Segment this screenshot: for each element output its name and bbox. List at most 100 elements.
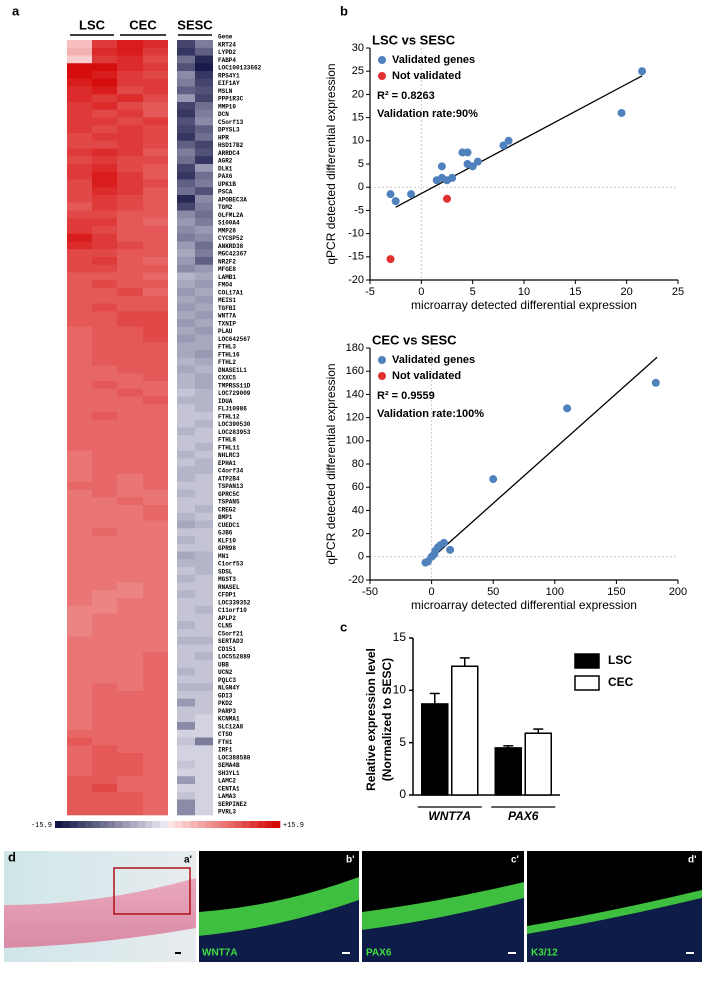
heatmap-cell — [143, 590, 168, 599]
gene-label: ANKRD38 — [218, 243, 244, 250]
heatmap-cell — [92, 582, 117, 591]
colorbar-step — [115, 821, 123, 828]
heatmap-cell — [177, 164, 195, 173]
x-tick-label: PAX6 — [508, 809, 539, 823]
gene-label: C5orf21 — [218, 630, 244, 637]
colorbar-step — [190, 821, 198, 828]
gene-label: PKD2 — [218, 700, 233, 707]
heatmap-cell — [195, 156, 213, 165]
heatmap-cell — [117, 233, 143, 242]
heatmap-cell — [143, 404, 168, 413]
heatmap-cell — [143, 396, 168, 405]
heatmap-cell — [177, 55, 195, 64]
heatmap-cell — [67, 272, 92, 281]
heatmap-cell — [92, 326, 117, 335]
heatmap-cell — [117, 760, 143, 769]
gene-label: PARP3 — [218, 708, 236, 715]
gene-label: SH3YL1 — [218, 770, 240, 777]
heatmap-cell — [117, 582, 143, 591]
heatmap-cell — [195, 187, 213, 196]
heatmap-cell — [143, 334, 168, 343]
colorbar-step — [92, 821, 101, 828]
heatmap-cell — [117, 458, 143, 467]
x-tick-label: 15 — [569, 286, 581, 298]
heatmap-cell — [92, 117, 117, 126]
heatmap-cell — [143, 443, 168, 452]
heatmap-cell — [117, 768, 143, 777]
heatmap-cell — [117, 326, 143, 335]
heatmap-cell — [177, 257, 195, 266]
heatmap-cell — [143, 675, 168, 684]
colorbar-step — [145, 821, 153, 828]
heatmap-cell — [92, 567, 117, 576]
colorbar-step — [250, 821, 258, 828]
heatmap-cell — [195, 768, 213, 777]
heatmap-cell — [195, 257, 213, 266]
heatmap-cell — [117, 722, 143, 731]
heatmap-cell — [143, 807, 168, 816]
point — [386, 190, 395, 199]
heatmap-cell — [177, 745, 195, 754]
heatmap-cell — [92, 55, 117, 64]
heatmap-cell — [67, 187, 92, 196]
heatmap-cell — [117, 605, 143, 614]
colorbar-step — [167, 821, 176, 828]
bar — [494, 747, 522, 796]
image-label: b' — [346, 855, 355, 866]
gene-label: HSD17B2 — [218, 142, 244, 149]
heatmap-cell — [117, 799, 143, 808]
heatmap-cell — [177, 350, 195, 359]
heatmap-cell — [195, 272, 213, 281]
gene-label: PSCA — [218, 189, 233, 196]
x-tick-label: WNT7A — [428, 809, 471, 823]
heatmap-cell — [67, 404, 92, 413]
heatmap-cell — [143, 179, 168, 188]
heatmap-cell — [117, 536, 143, 545]
point — [617, 108, 626, 117]
panel-label: d — [8, 849, 16, 864]
x-tick-label: 200 — [669, 586, 687, 598]
heatmap-cell — [177, 714, 195, 723]
heatmap-cell — [92, 474, 117, 483]
gene-label: GDI3 — [218, 692, 233, 699]
heatmap-cell — [92, 644, 117, 653]
heatmap-cell — [67, 179, 92, 188]
x-tick-label: -50 — [362, 586, 378, 598]
x-tick-label: 20 — [621, 286, 633, 298]
heatmap-cell — [195, 86, 213, 95]
heatmap-cell — [92, 443, 117, 452]
gene-label: PPP1R3C — [218, 96, 244, 103]
gene-label: CYCSP52 — [218, 235, 244, 242]
gene-label: ARRDC4 — [218, 150, 240, 157]
heatmap-cell — [177, 78, 195, 87]
heatmap-cell — [195, 536, 213, 545]
heatmap-cell — [117, 543, 143, 552]
heatmap-cell — [92, 226, 117, 235]
heatmap-cell — [92, 78, 117, 87]
heatmap-cell — [143, 791, 168, 800]
heatmap-cell — [143, 481, 168, 490]
heatmap-cell — [67, 396, 92, 405]
legend-label: LSC — [608, 653, 632, 667]
heatmap-cell — [195, 94, 213, 103]
heatmap-cell — [117, 644, 143, 653]
y-tick-label: 20 — [352, 88, 364, 100]
heatmap-cell — [143, 636, 168, 645]
heatmap-cell — [195, 660, 213, 669]
heatmap-cell — [195, 164, 213, 173]
heatmap-cell — [177, 551, 195, 560]
gene-label: FABP4 — [218, 57, 236, 64]
y-tick-label: 5 — [399, 735, 406, 749]
heatmap-cell — [143, 776, 168, 785]
gene-label: PAX6 — [218, 173, 233, 180]
heatmap-cell — [143, 218, 168, 227]
panel-label: b — [340, 3, 348, 18]
heatmap-cell — [177, 357, 195, 366]
heatmap-cell — [117, 195, 143, 204]
heatmap-cell — [92, 543, 117, 552]
heatmap-cell — [92, 249, 117, 258]
heatmap-cell — [67, 55, 92, 64]
heatmap-cell — [177, 636, 195, 645]
y-tick-label: 25 — [352, 65, 364, 77]
heatmap-cell — [117, 505, 143, 514]
